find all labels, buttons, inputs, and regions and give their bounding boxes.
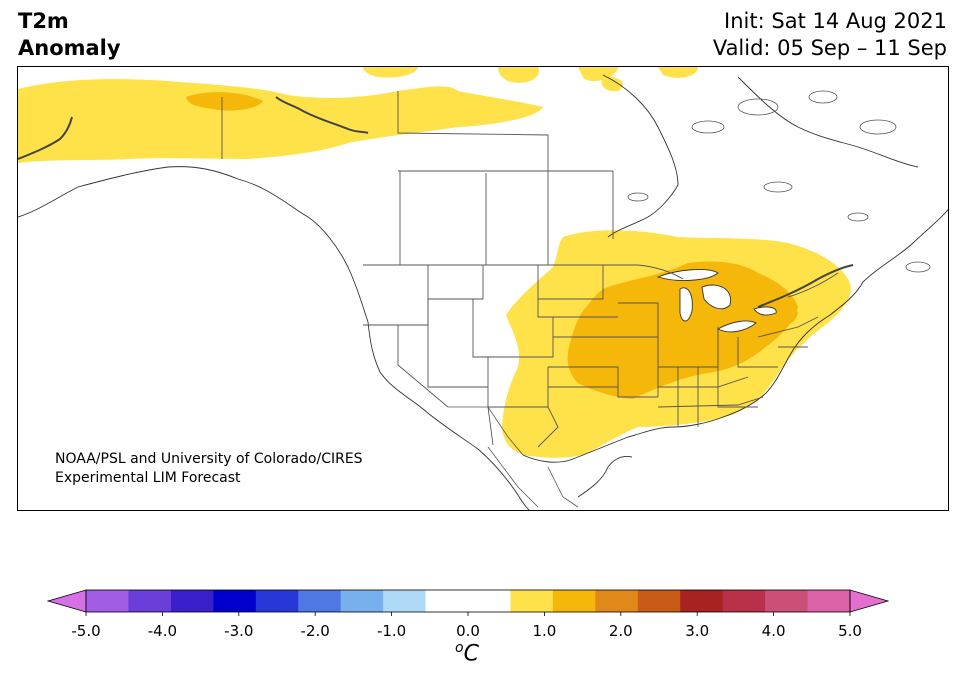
colorbar-swatch — [637, 590, 681, 612]
colorbar-swatch — [765, 590, 809, 612]
colorbar-tick-label: 1.0 — [532, 622, 556, 640]
colorbar-tick-label: -4.0 — [148, 622, 177, 640]
river-mackenzie — [275, 96, 369, 134]
colorbar-tick-label: -5.0 — [71, 622, 100, 640]
colorbar-swatch — [170, 590, 214, 612]
forecast-dates: Init: Sat 14 Aug 2021 Valid: 05 Sep – 11… — [713, 8, 947, 62]
island-outlines — [627, 90, 931, 273]
colorbar-tick-label: -1.0 — [377, 622, 406, 640]
colorbar-swatch — [807, 590, 851, 612]
unit-degree: o — [455, 640, 464, 656]
colorbar-tick-label: 4.0 — [762, 622, 786, 640]
colorbar-swatch — [595, 590, 639, 612]
colorbar-swatch — [722, 590, 766, 612]
anomaly-map: NOAA/PSL and University of Colorado/CIRE… — [17, 66, 949, 511]
colorbar-swatch — [468, 590, 511, 612]
init-date: Init: Sat 14 Aug 2021 — [724, 9, 947, 33]
colorbar-swatch — [128, 590, 172, 612]
unit-symbol: C — [463, 641, 479, 667]
unit-label: oC — [455, 640, 479, 666]
colorbar-swatch — [383, 590, 427, 612]
colorbar-swatch — [213, 590, 257, 612]
anomaly-region-canada-north — [18, 79, 543, 163]
title-anomaly: Anomaly — [18, 36, 121, 60]
colorbar-swatch — [86, 590, 129, 612]
colorbar-extend-high — [849, 589, 890, 613]
colorbar-tick-label: 2.0 — [609, 622, 633, 640]
colorbar-swatch — [298, 590, 342, 612]
credit-line-2: Experimental LIM Forecast — [55, 470, 241, 486]
colorbar-tick-label: -2.0 — [301, 622, 330, 640]
colorbar-extend-low — [46, 589, 87, 613]
colorbar-swatch — [510, 590, 554, 612]
anomaly-region-canada-north-strong — [186, 92, 263, 111]
river-yukon — [18, 116, 73, 160]
valid-date: Valid: 05 Sep – 11 Sep — [712, 36, 947, 60]
river-st-lawrence — [757, 264, 854, 308]
credit-text: NOAA/PSL and University of Colorado/CIRE… — [55, 450, 363, 488]
colorbar-tick-label: -3.0 — [224, 622, 253, 640]
colorbar-swatch — [552, 590, 596, 612]
colorbar-swatch — [340, 590, 384, 612]
colorbar-swatch — [680, 590, 724, 612]
title-variable: T2m — [18, 9, 69, 33]
mexico-borders — [448, 406, 579, 508]
credit-line-1: NOAA/PSL and University of Colorado/CIRE… — [55, 451, 363, 467]
map-canvas — [18, 67, 948, 510]
borders — [221, 91, 839, 298]
colorbar-tick-label: 5.0 — [838, 622, 862, 640]
map-title: T2m Anomaly — [18, 8, 121, 62]
great-lakes — [656, 269, 777, 333]
anomaly-region-midwest-strong — [567, 261, 798, 399]
colorbar-swatch — [255, 590, 299, 612]
colorbar-swatch — [425, 590, 469, 612]
colorbar-outline — [85, 589, 851, 613]
coastlines — [18, 74, 948, 510]
state-borders — [363, 265, 819, 448]
anomaly-region-arctic-islands — [363, 67, 698, 92]
colorbar-tick-label: 3.0 — [685, 622, 709, 640]
colorbar-tick-label: 0.0 — [456, 622, 480, 640]
